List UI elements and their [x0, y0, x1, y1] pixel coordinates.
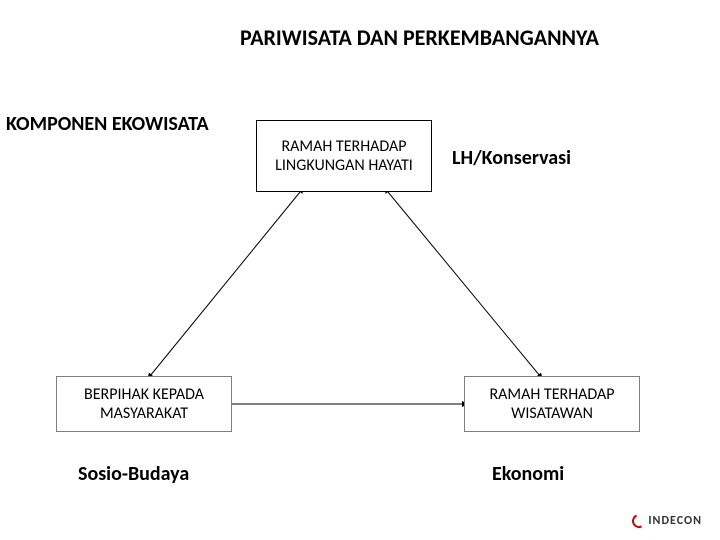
side-label-right: Ekonomi: [492, 462, 564, 486]
node-left: BERPIHAK KEPADA MASYARAKAT: [56, 376, 232, 432]
connector-lines: [0, 0, 720, 540]
node-top-label: RAMAH TERHADAP LINGKUNGAN HAYATI: [257, 133, 431, 179]
node-right: RAMAH TERHADAP WISATAWAN: [464, 376, 640, 432]
logo: INDECON: [632, 514, 702, 528]
side-label-top: LH/Konservasi: [452, 146, 571, 170]
logo-icon: [630, 512, 648, 530]
page-title: PARIWISATA DAN PERKEMBANGANNYA: [240, 24, 599, 51]
section-subtitle: KOMPONEN EKOWISATA: [6, 112, 209, 136]
node-left-label: BERPIHAK KEPADA MASYARAKAT: [57, 381, 231, 427]
logo-text: INDECON: [648, 514, 702, 528]
side-label-left: Sosio-Budaya: [78, 462, 189, 486]
node-top: RAMAH TERHADAP LINGKUNGAN HAYATI: [256, 120, 432, 192]
node-right-label: RAMAH TERHADAP WISATAWAN: [465, 381, 639, 427]
